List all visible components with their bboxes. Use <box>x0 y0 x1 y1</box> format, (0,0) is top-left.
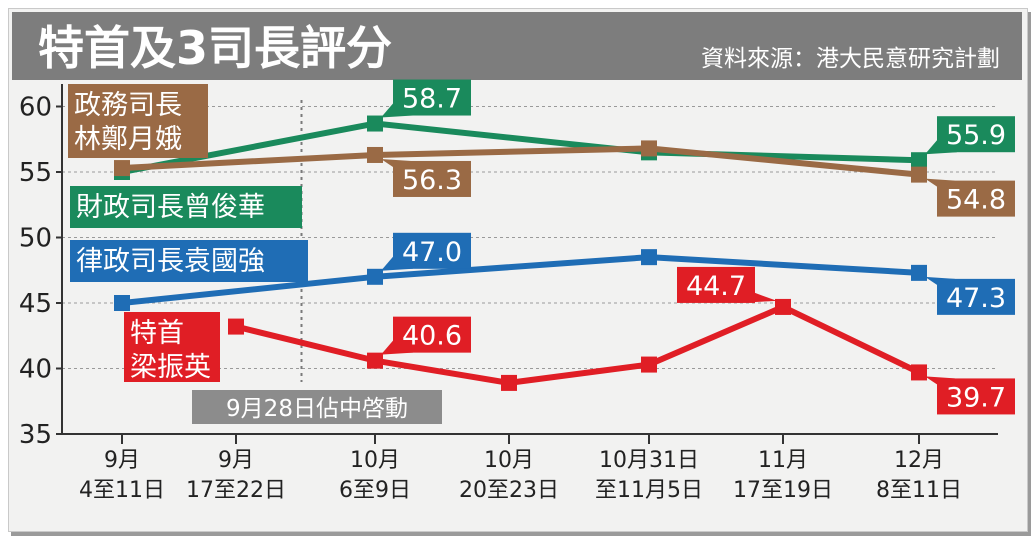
data-label: 55.9 <box>946 120 1006 151</box>
data-point <box>367 352 383 369</box>
data-point <box>114 160 130 177</box>
callout-box <box>393 79 471 116</box>
data-point <box>641 249 657 266</box>
callout-box <box>393 232 471 269</box>
plot-area: 35 40 45 50 55 60 9月 4至11日 9月 17至22日 10月 6至9日 10月 20至… <box>19 79 1015 503</box>
x-tick-label: 20至23日 <box>459 478 559 503</box>
series-line <box>121 120 920 175</box>
callout-box <box>937 378 1015 415</box>
series-line <box>121 254 920 306</box>
data-point <box>911 264 927 281</box>
x-tick-label: 9月 <box>104 448 140 473</box>
data-point <box>228 318 244 335</box>
series-label-box <box>124 312 220 382</box>
event-label: 9月28日佔中啓動 <box>226 396 408 422</box>
chart-title: 特首及3司長評分 <box>38 21 392 75</box>
data-label: 47.3 <box>946 283 1006 314</box>
data-label: 58.7 <box>402 84 462 115</box>
y-tick-label: 50 <box>19 224 52 254</box>
y-tick-label: 60 <box>19 93 52 123</box>
series-line <box>235 303 921 386</box>
data-point <box>114 295 130 311</box>
x-tick-label: 11月 <box>758 448 808 473</box>
data-label: 47.0 <box>402 237 462 268</box>
x-tick-label: 9月 <box>218 448 254 473</box>
x-tick-label: 8至11日 <box>876 478 962 503</box>
x-tick-label: 至11月5日 <box>595 478 703 503</box>
callout-box <box>937 116 1015 153</box>
series-label-box <box>68 84 208 158</box>
y-tick-label: 55 <box>19 158 52 188</box>
series-label: 梁振英 <box>130 352 211 383</box>
series-label: 政務司長 <box>74 90 182 121</box>
data-point <box>641 140 657 157</box>
callout-box <box>393 160 471 197</box>
data-label: 40.6 <box>402 321 462 352</box>
series-line <box>121 145 920 178</box>
series-label: 律政司長袁國強 <box>76 246 265 277</box>
x-tick-label: 17至22日 <box>186 478 286 503</box>
x-tick-label: 12月 <box>894 448 944 473</box>
data-label: 56.3 <box>402 165 462 196</box>
data-point <box>501 374 517 391</box>
source-note: 資料來源：港大民意研究計劃 <box>701 46 1000 72</box>
x-tick-label: 4至11日 <box>79 478 165 503</box>
event-label-box <box>192 390 442 424</box>
x-tick-label: 10月 <box>484 448 534 473</box>
x-tick-label: 10月 <box>350 448 400 473</box>
data-point <box>367 115 383 132</box>
x-tick-label: 17至19日 <box>733 478 833 503</box>
series-label-box <box>70 240 308 282</box>
data-label: 54.8 <box>946 185 1006 216</box>
y-tick-label: 40 <box>19 355 52 385</box>
callout-box <box>393 316 471 353</box>
callout-box <box>677 266 755 303</box>
data-point <box>367 146 383 163</box>
callout-box <box>937 180 1015 217</box>
header-bar <box>12 12 1022 80</box>
data-point <box>367 268 383 285</box>
y-tick-label: 35 <box>19 420 52 450</box>
callout-box <box>937 278 1015 315</box>
data-point <box>775 298 791 315</box>
series-label: 特首 <box>130 318 184 349</box>
series-label: 財政司長曾俊華 <box>76 192 265 223</box>
x-tick-label: 6至9日 <box>339 478 411 503</box>
x-tick-label: 10月31日 <box>599 448 699 473</box>
y-tick-label: 45 <box>19 289 52 319</box>
data-label: 44.7 <box>686 271 746 302</box>
data-point <box>641 356 657 373</box>
series-label: 林鄭月娥 <box>74 124 182 155</box>
data-point <box>911 152 927 169</box>
series-label-box <box>70 186 302 228</box>
data-point <box>911 166 927 183</box>
data-point <box>911 364 927 381</box>
data-label: 39.7 <box>946 382 1006 413</box>
